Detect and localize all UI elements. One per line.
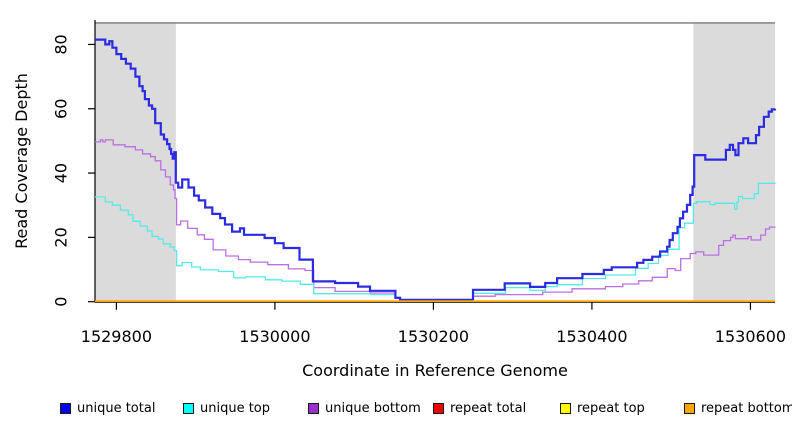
legend-label: repeat bottom bbox=[701, 400, 792, 416]
repeat-region-shading bbox=[693, 22, 775, 303]
x-axis-label: Coordinate in Reference Genome bbox=[302, 361, 568, 380]
legend-item-repeat-top: repeat top bbox=[560, 400, 645, 416]
legend-label: unique total bbox=[77, 400, 156, 416]
legend-label: unique bottom bbox=[325, 400, 421, 416]
y-axis-label: Read Coverage Depth bbox=[12, 73, 31, 249]
legend-swatch-unique-total-icon bbox=[60, 402, 71, 414]
series-line-unique-bottom bbox=[95, 139, 776, 301]
coverage-chart: 0 20 40 60 80 1529800 1530000 1530200 1530400 153… bbox=[12, 20, 786, 380]
legend-item-repeat-bottom: repeat bottom bbox=[684, 400, 792, 416]
legend-item-repeat-total: repeat total bbox=[433, 400, 526, 416]
legend-label: repeat top bbox=[577, 400, 645, 416]
legend-label: repeat total bbox=[450, 400, 527, 416]
legend-swatch-unique-top-icon bbox=[183, 402, 194, 414]
x-tick-label: 1529800 bbox=[81, 327, 152, 346]
y-tick-label: 80 bbox=[52, 34, 71, 54]
legend: unique total unique top unique bottom re… bbox=[0, 398, 792, 424]
repeat-region-shading bbox=[95, 22, 176, 303]
x-tick-label: 1530200 bbox=[398, 327, 469, 346]
y-tick-label: 60 bbox=[52, 99, 71, 119]
x-tick-label: 1530600 bbox=[715, 327, 786, 346]
legend-item-unique-top: unique top bbox=[183, 400, 270, 416]
series-line-unique-total bbox=[95, 38, 777, 301]
legend-swatch-unique-bottom-icon bbox=[308, 402, 319, 414]
series-line-unique-top bbox=[95, 182, 776, 301]
x-tick-label: 1530000 bbox=[239, 327, 310, 346]
legend-swatch-repeat-top-icon bbox=[560, 402, 571, 414]
legend-swatch-repeat-total-icon bbox=[433, 402, 444, 414]
legend-item-unique-total: unique total bbox=[60, 400, 155, 416]
y-tick-label: 20 bbox=[52, 227, 71, 247]
y-tick-label: 0 bbox=[52, 297, 71, 307]
legend-item-unique-bottom: unique bottom bbox=[308, 400, 421, 416]
y-tick-label: 40 bbox=[52, 163, 71, 183]
legend-swatch-repeat-bottom-icon bbox=[684, 402, 695, 414]
legend-label: unique top bbox=[200, 400, 271, 416]
x-tick-label: 1530400 bbox=[556, 327, 627, 346]
